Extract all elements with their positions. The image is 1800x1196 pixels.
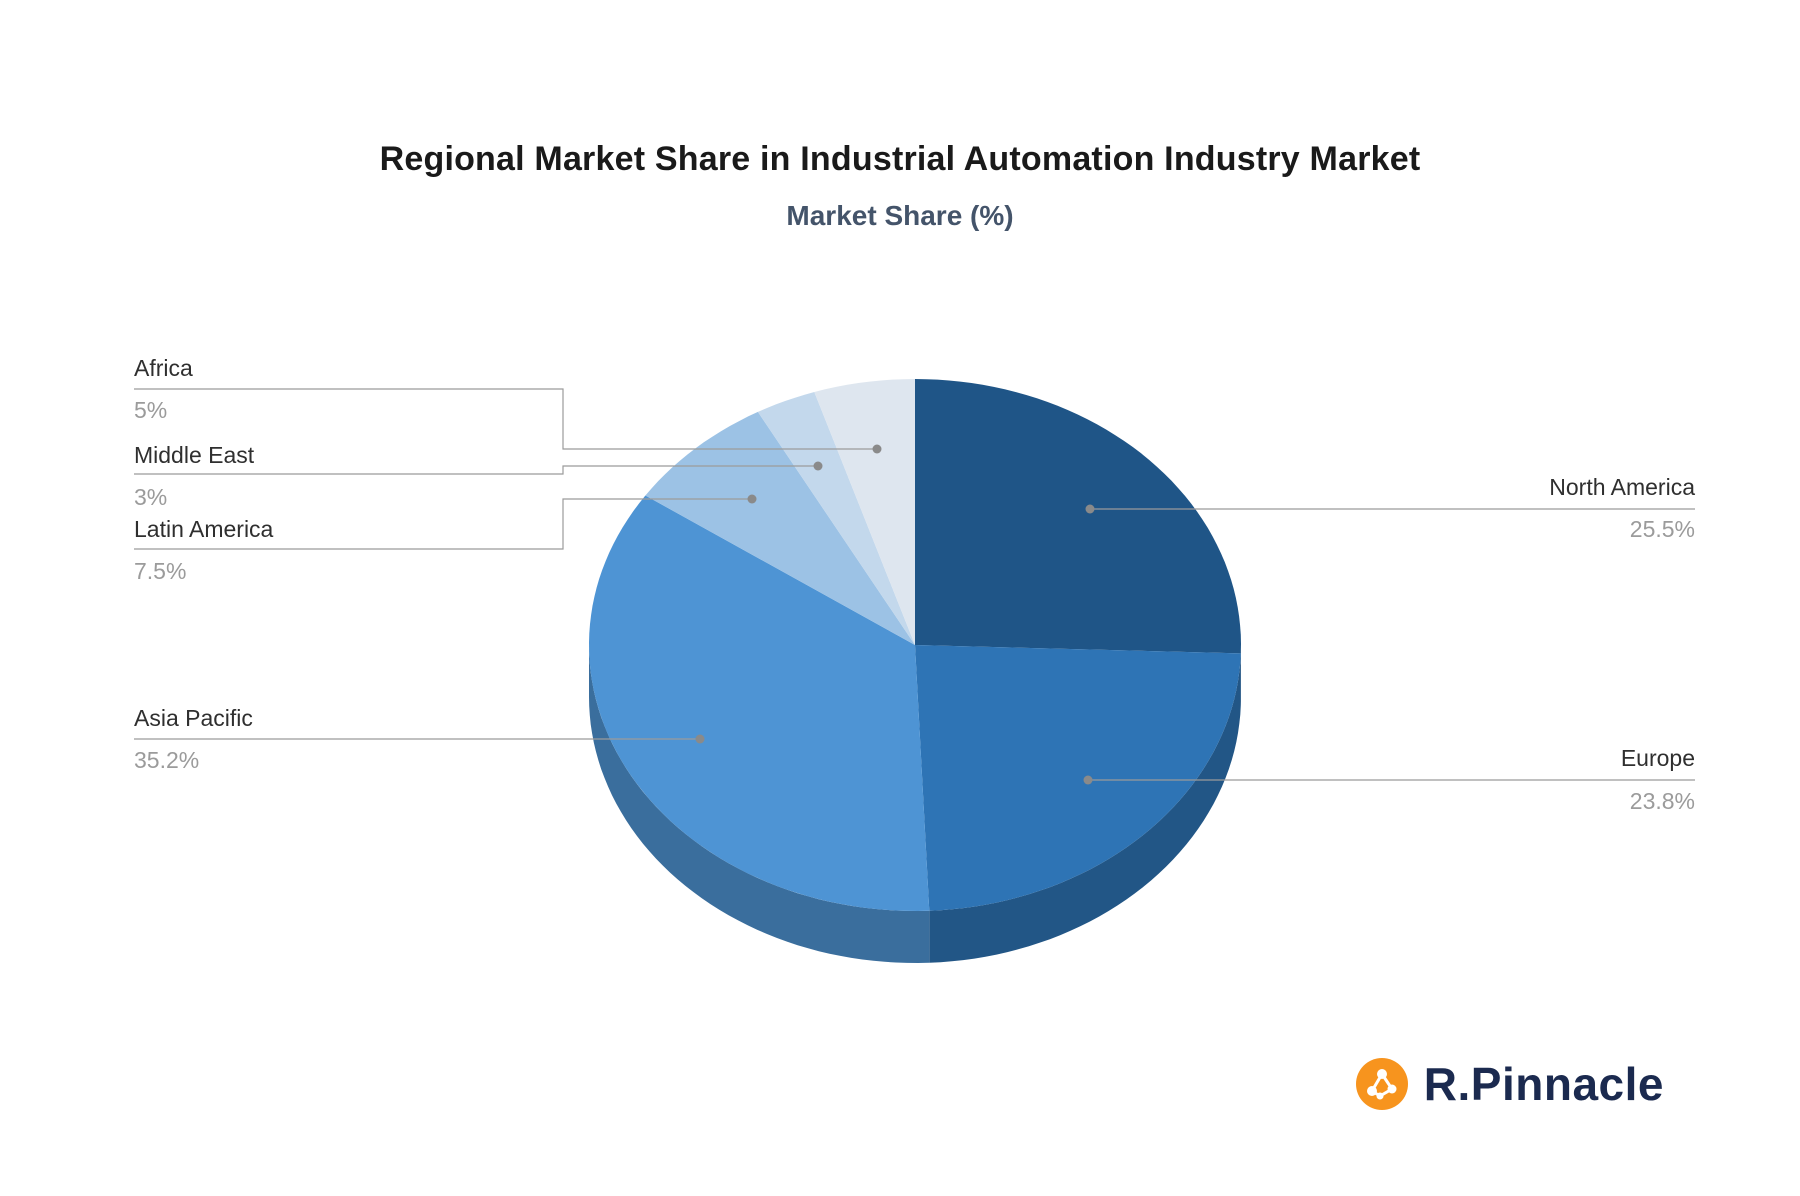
pie-slice-side [929,653,1241,963]
value-middle-east: 3% [134,484,168,510]
value-europe: 23.8% [1629,788,1695,814]
callout-dot [1085,504,1095,514]
pie-slice-asia-pacific [589,495,930,911]
label-latin-america: Latin America [134,516,274,542]
network-nodes-icon [1355,1058,1408,1110]
callout-line [134,498,752,550]
label-asia-pacific: Asia Pacific [134,705,253,731]
value-asia-pacific: 35.2% [134,747,200,773]
brand-logo: R.Pinnacle [1354,1056,1664,1112]
label-africa: Africa [134,355,193,381]
pie-slice-middle-east [757,392,915,645]
label-middle-east: Middle East [134,442,255,468]
callout-dot [872,444,882,454]
pie-slice-north-america [915,379,1241,654]
pie-slice-side [589,645,930,963]
value-north-america: 25.5% [1629,516,1695,542]
value-africa: 5% [134,397,168,423]
callout-line [134,388,877,450]
value-latin-america: 7.5% [134,558,187,584]
label-europe: Europe [1620,745,1695,771]
label-north-america: North America [1549,474,1695,500]
brand-name: R.Pinnacle [1423,1058,1664,1110]
chart-subtitle: Market Share (%) [786,200,1014,231]
callout-dot [747,494,757,504]
pie-slice-europe [915,645,1241,911]
callout-dot [695,734,705,744]
pie-slice-africa [814,379,915,645]
chart-title: Regional Market Share in Industrial Auto… [379,140,1421,178]
callout-dot [1083,775,1093,785]
callout-dot [813,461,823,471]
pie-slice-latin-america [645,411,915,645]
callout-line [134,465,818,475]
